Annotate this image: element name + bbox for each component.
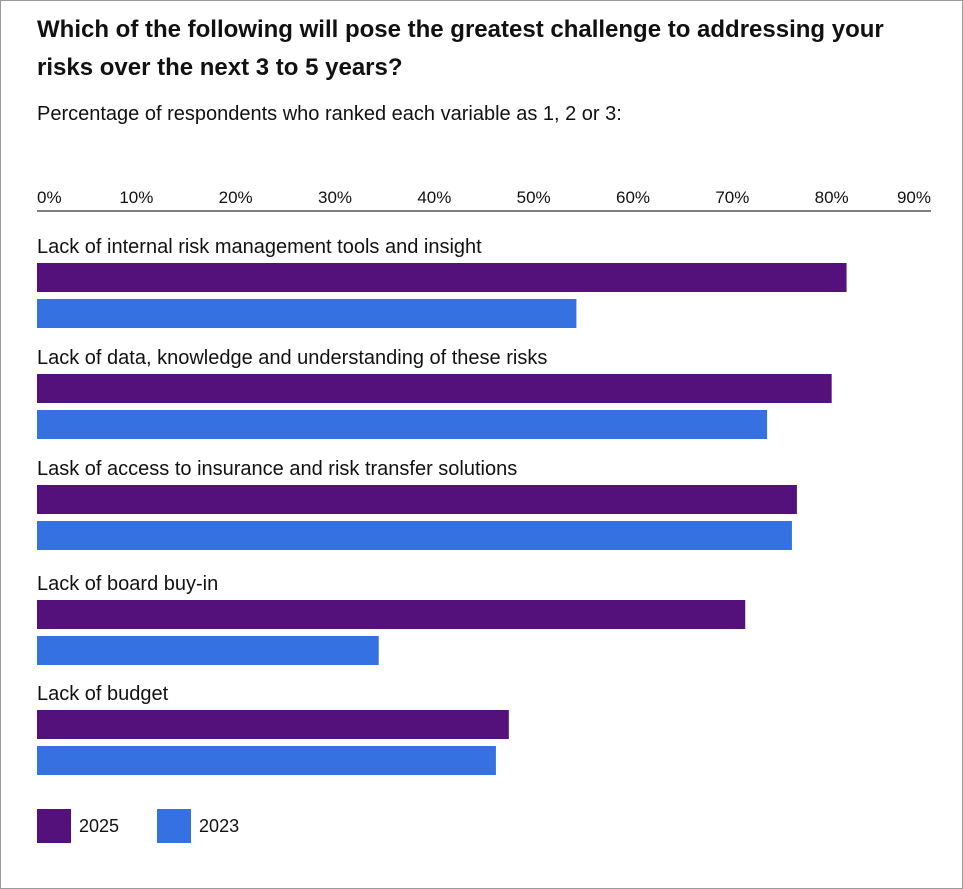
legend-item-2023: 2023: [157, 809, 239, 843]
category-label: Lack of internal risk management tools a…: [37, 236, 482, 258]
category-label: Lack of board buy-in: [37, 573, 218, 595]
x-tick-label: 90%: [897, 188, 931, 207]
x-tick-label: 50%: [517, 188, 551, 207]
x-tick-label: 30%: [318, 188, 352, 207]
bar-2023: [37, 410, 768, 439]
legend-swatch-2023: [157, 809, 192, 843]
x-tick-label: 10%: [119, 188, 153, 207]
x-tick-label: 70%: [715, 188, 749, 207]
bar-2023: [37, 521, 792, 550]
bar-2025: [37, 485, 797, 514]
x-tick-label: 40%: [417, 188, 451, 207]
legend: 2025 2023: [37, 809, 277, 843]
bar-2023: [37, 636, 379, 665]
legend-label-2023: 2023: [199, 815, 240, 836]
bar-2023: [37, 746, 496, 775]
x-tick-label: 80%: [815, 188, 849, 207]
x-tick-label: 20%: [219, 188, 253, 207]
legend-item-2025: 2025: [37, 809, 119, 843]
x-tick-label: 60%: [616, 188, 650, 207]
chart-title: Which of the following will pose the gre…: [37, 16, 884, 81]
bar-2025: [37, 263, 847, 292]
bar-2025: [37, 600, 746, 629]
category-label: Lack of data, knowledge and understandin…: [37, 347, 547, 369]
bar-2025: [37, 374, 832, 403]
category-label: Lack of budget: [37, 683, 169, 705]
category-label: Lask of access to insurance and risk tra…: [37, 458, 517, 480]
legend-label-2025: 2025: [79, 815, 120, 836]
bar-2023: [37, 299, 577, 328]
legend-swatch-2025: [37, 809, 71, 843]
x-tick-label: 0%: [37, 188, 62, 207]
chart-subtitle: Percentage of respondents who ranked eac…: [37, 103, 622, 125]
bar-2025: [37, 710, 509, 739]
